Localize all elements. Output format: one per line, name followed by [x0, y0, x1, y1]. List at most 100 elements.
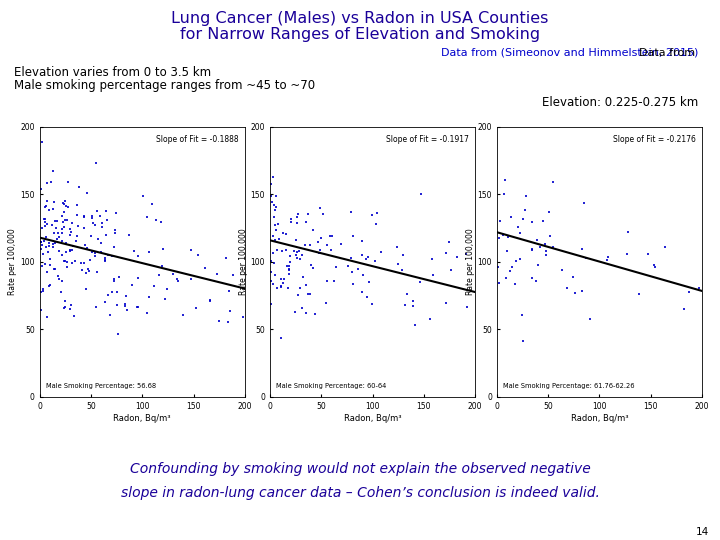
Point	[213, 317, 225, 326]
Point	[408, 302, 419, 310]
Point	[86, 231, 97, 240]
Point	[42, 313, 53, 322]
Point	[307, 226, 318, 235]
X-axis label: Radon, Bq/m³: Radon, Bq/m³	[113, 414, 171, 422]
Point	[47, 167, 58, 176]
Point	[56, 229, 68, 238]
Point	[305, 261, 317, 269]
Point	[289, 308, 301, 316]
Point	[294, 284, 305, 292]
Point	[64, 225, 76, 233]
Point	[291, 218, 302, 227]
Point	[269, 213, 280, 221]
Point	[192, 251, 204, 260]
Point	[297, 272, 309, 281]
Point	[107, 287, 118, 296]
Point	[269, 201, 280, 210]
Point	[509, 280, 521, 289]
Point	[99, 257, 111, 266]
Point	[36, 137, 48, 146]
Point	[537, 217, 549, 226]
Point	[534, 243, 546, 252]
Point	[517, 214, 528, 223]
Point	[58, 304, 70, 313]
Point	[36, 240, 48, 249]
Text: Male Smoking Percentage: 60-64: Male Smoking Percentage: 60-64	[276, 383, 387, 389]
Point	[324, 232, 336, 240]
Point	[280, 246, 292, 254]
Point	[265, 276, 276, 285]
Point	[356, 287, 368, 296]
Point	[369, 257, 381, 266]
Point	[63, 178, 74, 186]
Point	[307, 264, 319, 272]
Point	[177, 311, 189, 320]
Point	[576, 245, 588, 253]
Point	[276, 275, 287, 284]
Point	[623, 228, 634, 237]
Point	[493, 279, 505, 287]
Point	[127, 281, 138, 290]
Point	[58, 207, 70, 216]
Point	[108, 275, 120, 284]
Point	[156, 261, 168, 270]
Point	[109, 229, 121, 238]
Point	[53, 274, 65, 283]
Point	[268, 279, 279, 288]
X-axis label: Radon, Bq/m³: Radon, Bq/m³	[570, 414, 629, 422]
Point	[120, 302, 131, 310]
Point	[109, 277, 120, 286]
Point	[292, 291, 303, 300]
Text: Male smoking percentage ranges from ~45 to ~70: Male smoking percentage ranges from ~45 …	[14, 79, 315, 92]
Point	[392, 259, 404, 268]
Point	[345, 254, 356, 263]
Point	[279, 274, 290, 283]
Point	[269, 271, 281, 279]
Point	[285, 214, 297, 223]
Point	[315, 234, 327, 242]
Point	[212, 270, 223, 279]
Point	[543, 208, 554, 217]
Point	[547, 242, 559, 251]
Point	[335, 240, 346, 248]
Point	[426, 255, 438, 264]
Point	[397, 266, 408, 275]
Point	[112, 288, 123, 296]
Point	[515, 254, 526, 263]
Point	[99, 254, 111, 262]
Point	[683, 288, 695, 296]
Point	[277, 279, 289, 288]
Point	[89, 220, 101, 229]
Point	[541, 251, 552, 260]
Point	[43, 282, 55, 291]
Point	[282, 284, 294, 293]
Point	[304, 289, 315, 298]
Point	[441, 249, 452, 258]
Text: for Narrow Ranges of Elevation and Smoking: for Narrow Ranges of Elevation and Smoki…	[180, 27, 540, 42]
Point	[284, 258, 295, 266]
Point	[81, 268, 92, 277]
Point	[59, 215, 71, 224]
Point	[445, 266, 456, 274]
Point	[91, 303, 102, 312]
Point	[172, 276, 184, 285]
Point	[120, 300, 131, 309]
Point	[300, 308, 312, 317]
Point	[114, 273, 125, 281]
Point	[143, 247, 155, 256]
Point	[461, 302, 472, 311]
Point	[400, 300, 411, 309]
Point	[505, 213, 517, 221]
Point	[47, 205, 58, 214]
Point	[366, 300, 378, 308]
Point	[275, 334, 287, 343]
Point	[602, 253, 613, 261]
Point	[39, 214, 50, 223]
Point	[41, 197, 53, 205]
Point	[167, 269, 179, 278]
Point	[157, 245, 168, 254]
Point	[313, 248, 325, 257]
Point	[52, 216, 63, 225]
Point	[501, 246, 513, 255]
Text: Data from: Data from	[639, 48, 698, 58]
